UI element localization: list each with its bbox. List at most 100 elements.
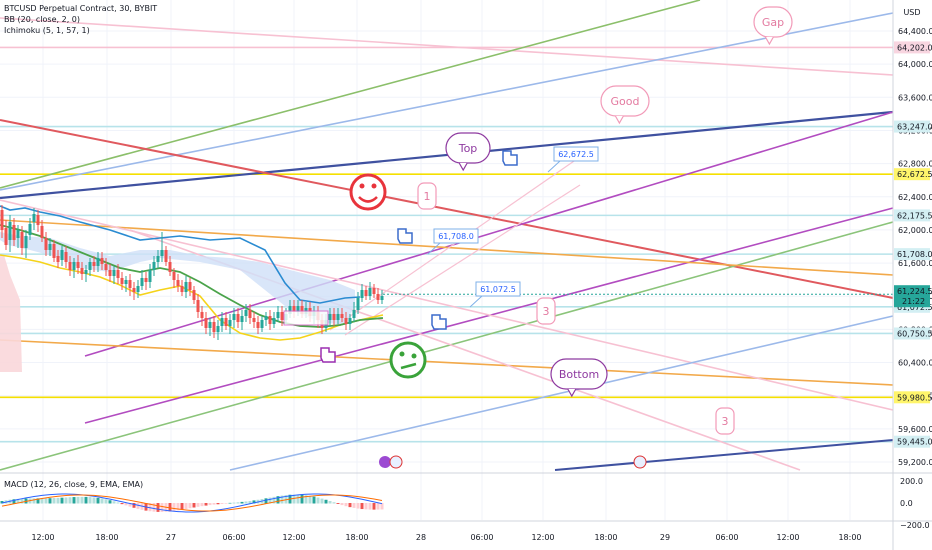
candle-body	[64, 252, 68, 262]
symbol-title[interactable]: BTCUSD Perpetual Contract, 30, BYBIT	[4, 4, 158, 13]
macd-histogram-bar	[344, 503, 348, 507]
macd-signal-line	[1, 494, 383, 512]
macd-histogram-bar	[368, 503, 372, 510]
ichimoku-base	[0, 224, 384, 328]
candle-body	[220, 318, 224, 326]
annotation-3a-bubble	[536, 297, 556, 325]
price-tick-label: 63,600.0	[898, 93, 932, 102]
candle-body	[224, 318, 228, 326]
candle-body	[296, 306, 300, 312]
macd-histogram-bar	[88, 497, 92, 504]
annotation-3a-label: 3	[543, 305, 550, 318]
candle-body	[212, 322, 216, 332]
candle-body	[80, 268, 84, 274]
price-level-tag-label: 63,247.0	[897, 123, 932, 132]
price-level-tag-label: 64,202.0	[897, 43, 932, 52]
candle-body	[252, 318, 256, 322]
macd-histogram-bar	[148, 503, 152, 512]
macd-histogram-bar	[372, 503, 376, 510]
macd-histogram-bar	[308, 495, 312, 504]
macd-histogram-bar	[296, 494, 300, 504]
candle-body	[356, 298, 360, 310]
trend-line	[344, 184, 581, 336]
price-tick-label: 59,600.0	[898, 425, 932, 434]
neutral-eye	[411, 353, 417, 359]
ichimoku-cloud-down	[0, 255, 22, 372]
price-level-tag-label: 62,175.5	[897, 211, 932, 220]
macd-histogram-bar	[184, 503, 188, 509]
smiley-mouth	[358, 196, 378, 203]
macd-line	[1, 493, 383, 513]
candle-body	[228, 320, 232, 326]
price-level-tag	[894, 41, 930, 54]
macd-histogram-bar	[276, 496, 280, 504]
macd-histogram-bar	[136, 503, 140, 509]
macd-histogram-bar	[132, 503, 136, 508]
trend-line	[0, 221, 894, 471]
time-tick-label: 18:00	[838, 533, 861, 542]
time-tick-label: 18:00	[95, 533, 118, 542]
smiley-face	[349, 173, 387, 211]
candle-body	[148, 270, 152, 282]
macd-histogram-bar	[340, 503, 344, 506]
bb-indicator-label[interactable]: BB (20, close, 2, 0)	[4, 15, 80, 24]
candle-body	[120, 278, 124, 284]
macd-tick-label: 0.0	[900, 499, 913, 508]
price-level-tag	[894, 248, 930, 261]
candle-body	[344, 318, 348, 324]
macd-histogram-bar	[100, 498, 104, 504]
price-callout-label: 62,672.5	[558, 150, 594, 159]
macd-histogram-bar	[64, 497, 68, 504]
macd-histogram-bar	[44, 498, 48, 504]
macd-histogram-bar	[228, 502, 232, 504]
candle-body	[112, 270, 116, 276]
price-tick-label: 64,400.0	[898, 27, 932, 36]
time-tick-label: 27	[166, 533, 176, 542]
candle-body	[116, 270, 120, 278]
macd-histogram-bar	[220, 503, 224, 504]
trend-line	[0, 12, 894, 191]
candle-body	[192, 290, 196, 300]
macd-tick-label: −200.0	[900, 521, 930, 530]
macd-histogram-bar	[112, 501, 116, 504]
macd-histogram-bar	[36, 498, 40, 504]
flag-event-icon	[633, 455, 647, 469]
candle-body	[288, 306, 292, 314]
time-tick-label: 12:00	[531, 533, 554, 542]
macd-histogram-bar	[380, 503, 384, 510]
candle-body	[260, 320, 264, 328]
macd-histogram-bar	[168, 503, 172, 512]
candle-body	[8, 222, 12, 240]
macd-histogram-bar	[304, 495, 308, 504]
macd-histogram-bar	[360, 503, 364, 510]
macd-histogram-bar	[40, 498, 44, 504]
smiley-eye	[359, 183, 365, 189]
macd-histogram-bar	[196, 503, 200, 507]
macd-histogram-bar	[60, 497, 64, 504]
macd-histogram-bar	[48, 498, 52, 504]
candle-body	[44, 238, 48, 250]
annotation-top-bubble	[445, 132, 491, 164]
time-tick-label: 06:00	[470, 533, 493, 542]
candle-body	[72, 262, 76, 270]
macd-indicator-label[interactable]: MACD (12, 26, close, 9, EMA, EMA)	[4, 480, 144, 489]
macd-histogram-bar	[160, 503, 164, 512]
candle-body	[100, 258, 104, 264]
macd-histogram-bar	[200, 503, 204, 507]
macd-histogram-bar	[124, 503, 128, 506]
ichimoku-indicator-label[interactable]: Ichimoku (5, 1, 57, 1)	[4, 26, 90, 35]
macd-histogram-bar	[12, 499, 16, 504]
macd-histogram-bar	[212, 503, 216, 505]
candle-body	[236, 314, 240, 322]
candle-body	[208, 322, 212, 328]
price-tick-label: 61,600.0	[898, 259, 932, 268]
candle-body	[168, 262, 172, 272]
price-level-tag	[894, 168, 930, 181]
currency-label: USD	[903, 8, 920, 17]
macd-histogram-bar	[68, 497, 72, 504]
current-price-label: 61,224.5	[897, 287, 932, 296]
price-level-tag	[894, 435, 930, 448]
price-tick-label: 62,000.0	[898, 226, 932, 235]
candle-body	[244, 310, 248, 316]
